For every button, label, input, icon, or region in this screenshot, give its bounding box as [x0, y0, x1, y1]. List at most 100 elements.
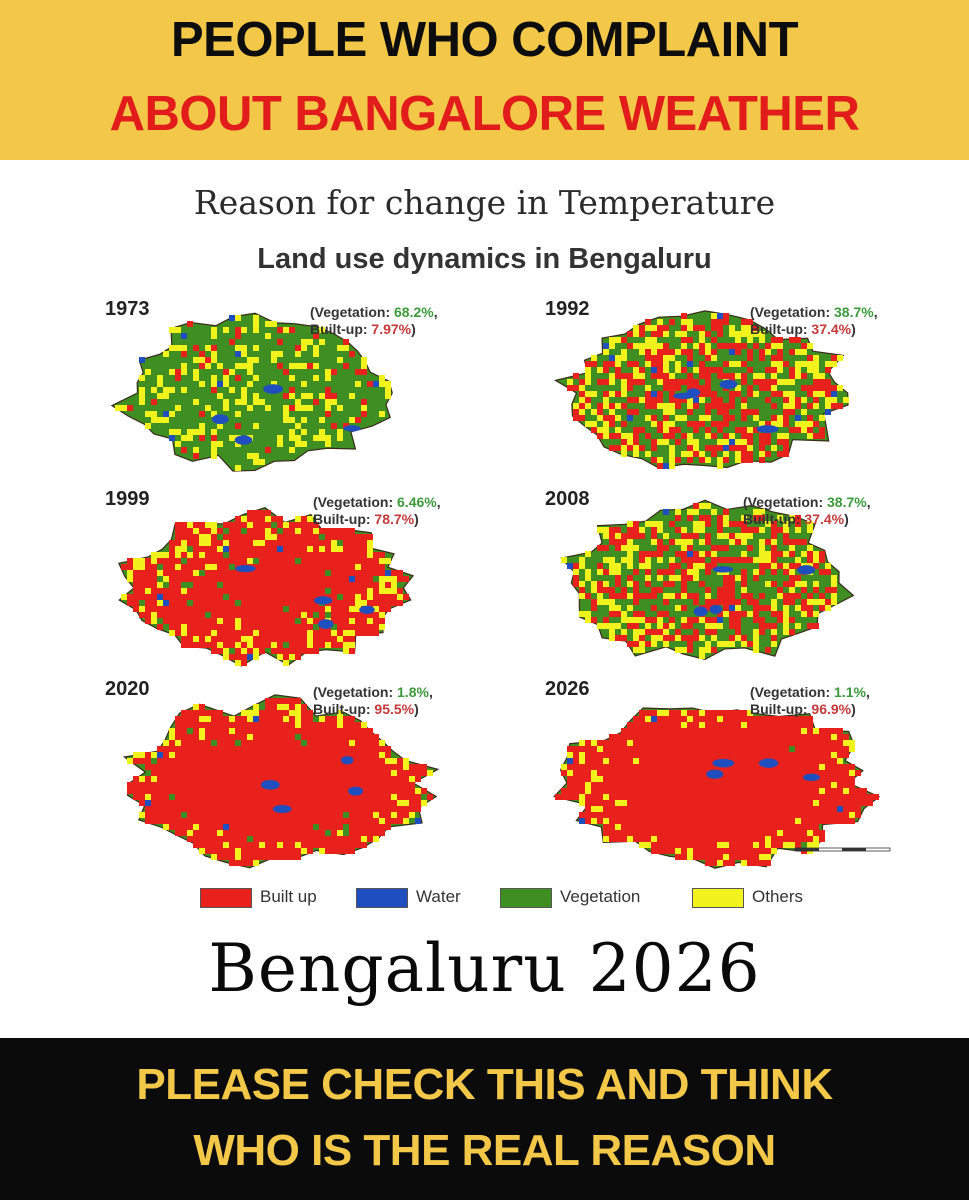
land-cell	[241, 351, 247, 357]
land-cell	[157, 788, 163, 794]
land-cell	[289, 393, 295, 399]
land-cell	[325, 848, 331, 854]
land-cell	[783, 409, 789, 415]
land-cell	[717, 331, 723, 337]
land-cell	[409, 800, 415, 806]
land-cell	[385, 594, 391, 600]
land-cell	[307, 339, 313, 345]
land-cell	[139, 582, 145, 588]
land-cell	[747, 758, 753, 764]
land-cell	[657, 788, 663, 794]
land-cell	[289, 642, 295, 648]
land-cell	[645, 794, 651, 800]
land-cell	[807, 842, 813, 848]
land-cell	[675, 385, 681, 391]
land-cell	[211, 558, 217, 564]
land-cell	[609, 836, 615, 842]
land-cell	[313, 722, 319, 728]
land-cell	[735, 848, 741, 854]
land-cell	[663, 722, 669, 728]
land-cell	[591, 776, 597, 782]
land-cell	[723, 403, 729, 409]
land-cell	[741, 521, 747, 527]
land-cell	[163, 806, 169, 812]
land-cell	[223, 600, 229, 606]
land-cell	[397, 800, 403, 806]
land-cell	[651, 373, 657, 379]
land-cell	[259, 399, 265, 405]
land-cell	[247, 522, 253, 528]
land-cell	[723, 575, 729, 581]
land-cell	[331, 728, 337, 734]
land-cell	[145, 800, 151, 806]
land-cell	[603, 782, 609, 788]
land-cell	[789, 782, 795, 788]
land-cell	[765, 830, 771, 836]
land-cell	[579, 587, 585, 593]
land-cell	[765, 806, 771, 812]
land-cell	[723, 788, 729, 794]
land-cell	[247, 758, 253, 764]
land-cell	[127, 758, 133, 764]
land-cell	[223, 564, 229, 570]
land-cell	[729, 575, 735, 581]
land-cell	[837, 800, 843, 806]
land-cell	[235, 576, 241, 582]
land-cell	[343, 746, 349, 752]
land-cell	[819, 836, 825, 842]
land-cell	[645, 806, 651, 812]
land-cell	[151, 612, 157, 618]
land-cell	[211, 441, 217, 447]
land-cell	[741, 818, 747, 824]
vegetation-label: (Vegetation:	[743, 494, 828, 510]
land-cell	[657, 427, 663, 433]
land-cell	[241, 588, 247, 594]
land-cell	[801, 611, 807, 617]
land-cell	[289, 800, 295, 806]
land-cell	[271, 540, 277, 546]
land-cell	[217, 642, 223, 648]
land-cell	[627, 379, 633, 385]
land-cell	[361, 746, 367, 752]
land-cell	[729, 397, 735, 403]
land-cell	[741, 457, 747, 463]
land-cell	[825, 569, 831, 575]
land-cell	[669, 623, 675, 629]
land-cell	[813, 842, 819, 848]
land-cell	[747, 764, 753, 770]
land-cell	[301, 776, 307, 782]
land-cell	[783, 361, 789, 367]
land-cell	[609, 373, 615, 379]
land-cell	[307, 405, 313, 411]
land-cell	[723, 587, 729, 593]
land-cell	[729, 599, 735, 605]
land-cell	[355, 842, 361, 848]
land-cell	[247, 516, 253, 522]
land-cell	[615, 367, 621, 373]
land-cell	[591, 812, 597, 818]
land-cell	[777, 587, 783, 593]
land-cell	[825, 605, 831, 611]
land-cell	[609, 433, 615, 439]
land-cell	[313, 818, 319, 824]
land-cell	[669, 740, 675, 746]
land-cell	[295, 600, 301, 606]
land-cell	[235, 800, 241, 806]
land-cell	[331, 564, 337, 570]
land-cell	[205, 824, 211, 830]
land-cell	[205, 728, 211, 734]
land-cell	[343, 363, 349, 369]
land-cell	[211, 716, 217, 722]
land-cell	[609, 361, 615, 367]
land-cell	[729, 433, 735, 439]
land-cell	[259, 648, 265, 654]
land-cell	[819, 605, 825, 611]
land-cell	[247, 728, 253, 734]
land-cell	[819, 794, 825, 800]
land-cell	[301, 588, 307, 594]
land-cell	[337, 800, 343, 806]
land-cell	[741, 806, 747, 812]
land-cell	[669, 848, 675, 854]
land-cell	[795, 764, 801, 770]
land-cell	[373, 746, 379, 752]
